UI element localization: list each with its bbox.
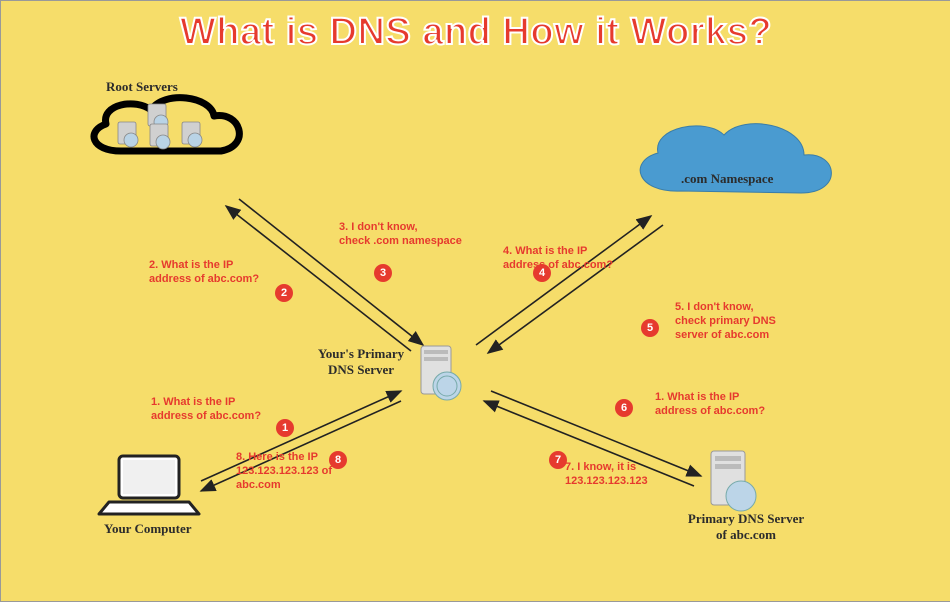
step-text-7: 7. I know, it is 123.123.123.123 xyxy=(565,461,648,489)
step-text-4: 4. What is the IP address of abc.com? xyxy=(503,245,613,273)
com-namespace-label: .com Namespace xyxy=(681,171,773,187)
primary-dns-label: Your's Primary DNS Server xyxy=(306,346,416,378)
abc-dns-label: Primary DNS Server of abc.com xyxy=(671,511,821,543)
your-computer-node xyxy=(99,456,199,514)
abc-dns-node xyxy=(711,451,756,511)
step-text-6: 1. What is the IP address of abc.com? xyxy=(655,391,765,419)
step-badge-5: 5 xyxy=(641,319,659,337)
step-text-8: 8. Here is the IP 123.123.123.123 of abc… xyxy=(236,451,332,492)
step-badge-1: 1 xyxy=(276,419,294,437)
dns-diagram: What is DNS and How it Works? xyxy=(0,0,950,602)
step-text-5: 5. I don't know, check primary DNS serve… xyxy=(675,301,776,342)
primary-dns-node xyxy=(421,346,461,400)
step-text-1: 1. What is the IP address of abc.com? xyxy=(151,396,261,424)
root-servers-label: Root Servers xyxy=(106,79,178,95)
step-badge-2: 2 xyxy=(275,284,293,302)
step-text-2: 2. What is the IP address of abc.com? xyxy=(149,259,259,287)
page-title: What is DNS and How it Works? xyxy=(1,11,950,54)
step-text-3: 3. I don't know, check .com namespace xyxy=(339,221,462,249)
your-computer-label: Your Computer xyxy=(104,521,192,537)
root-servers-node xyxy=(94,98,239,151)
step-badge-6: 6 xyxy=(615,399,633,417)
step-badge-3: 3 xyxy=(374,264,392,282)
